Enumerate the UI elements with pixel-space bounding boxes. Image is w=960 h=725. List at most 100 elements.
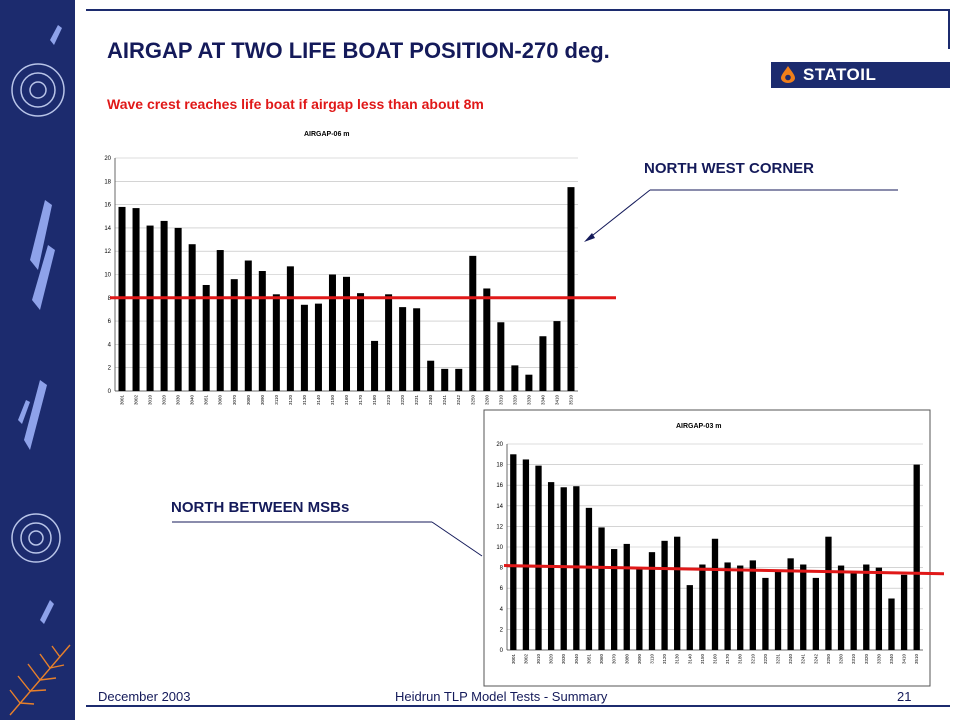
bar: [774, 570, 782, 650]
y-tick-label: 2: [500, 627, 504, 633]
bar: [913, 464, 920, 650]
bar: [483, 288, 491, 391]
x-tick-label: 3010: [148, 395, 153, 406]
bar: [272, 294, 280, 391]
bar: [441, 368, 449, 391]
bar: [553, 321, 561, 391]
frame-right-line: [948, 9, 950, 49]
bar: [623, 543, 630, 650]
bar: [174, 227, 182, 391]
x-tick-label: 3130: [302, 395, 307, 406]
x-tick-label: 3120: [288, 395, 293, 406]
bar: [900, 574, 908, 650]
slide-subtitle: Wave crest reaches life boat if airgap l…: [107, 96, 484, 112]
bar: [875, 567, 883, 650]
label-north-west-corner: NORTH WEST CORNER: [644, 160, 814, 177]
x-tick-label: 3040: [190, 395, 195, 406]
x-tick-label: 3510: [568, 395, 573, 406]
x-tick-label: 3002: [134, 395, 139, 406]
bar: [762, 577, 769, 650]
x-tick-label: 3020: [162, 395, 167, 406]
x-tick-label: 3051: [204, 395, 209, 406]
bar: [427, 360, 435, 391]
x-tick-label: 3030: [561, 654, 566, 665]
y-tick-label: 12: [496, 524, 503, 530]
nw-arrowhead-icon: [584, 233, 595, 242]
bar: [611, 549, 618, 650]
y-tick-label: 18: [104, 179, 111, 185]
x-tick-label: 3220: [763, 654, 768, 665]
y-tick-label: 0: [500, 648, 504, 654]
statoil-logo: STATOIL: [771, 62, 950, 88]
bar: [146, 225, 154, 391]
x-tick-label: 3242: [813, 654, 818, 665]
bar: [357, 293, 365, 391]
bar: [800, 564, 807, 650]
bar: [812, 577, 819, 650]
y-tick-label: 8: [500, 566, 504, 572]
bar: [674, 536, 681, 650]
bar: [749, 560, 756, 650]
x-tick-label: 3241: [442, 395, 447, 406]
x-tick-label: 3090: [637, 654, 642, 665]
x-tick-label: 3140: [687, 654, 692, 665]
bar: [585, 507, 593, 650]
bar: [258, 271, 266, 391]
x-tick-label: 3001: [120, 395, 125, 406]
x-tick-label: 3051: [586, 654, 591, 665]
x-tick-label: 3210: [386, 395, 391, 406]
bar: [525, 374, 533, 391]
x-tick-label: 3330: [876, 654, 881, 665]
x-tick-label: 3160: [344, 395, 349, 406]
x-tick-label: 3220: [400, 395, 405, 406]
x-tick-label: 3180: [372, 395, 377, 406]
x-tick-label: 3080: [624, 654, 629, 665]
bar: [216, 250, 224, 391]
x-tick-label: 3080: [246, 395, 251, 406]
logo-text: STATOIL: [803, 65, 877, 84]
x-tick-label: 3310: [851, 654, 856, 665]
y-tick-label: 10: [496, 545, 503, 551]
x-tick-label: 3250: [470, 395, 475, 406]
bar: [737, 565, 744, 650]
y-tick-label: 16: [496, 483, 503, 489]
x-tick-label: 3242: [456, 395, 461, 406]
x-tick-label: 3260: [484, 395, 489, 406]
x-tick-label: 3010: [536, 654, 541, 665]
x-tick-label: 3320: [864, 654, 869, 665]
y-tick-label: 4: [108, 342, 112, 348]
bar: [328, 274, 336, 391]
bar: [711, 538, 719, 650]
x-tick-label: 3130: [675, 654, 680, 665]
bar: [699, 564, 706, 650]
bar: [522, 459, 530, 650]
x-tick-label: 3001: [511, 654, 516, 665]
bar: [300, 304, 308, 391]
x-tick-label: 3170: [358, 395, 363, 406]
x-tick-label: 3260: [839, 654, 844, 665]
bar: [314, 303, 322, 391]
x-tick-label: 3070: [612, 654, 617, 665]
y-tick-label: 6: [500, 586, 504, 592]
y-tick-label: 6: [108, 319, 112, 325]
x-tick-label: 3150: [330, 395, 335, 406]
chart-title: AIRGAP-06 m: [304, 131, 350, 138]
bar: [511, 365, 519, 391]
x-tick-label: 3240: [428, 395, 433, 406]
frame-bottom-line: [86, 705, 950, 707]
x-tick-label: 3310: [498, 395, 503, 406]
bar: [661, 540, 668, 650]
bar: [686, 585, 693, 650]
y-tick-label: 20: [496, 442, 503, 448]
bar: [160, 220, 168, 391]
bar: [888, 598, 895, 650]
x-tick-label: 3030: [176, 395, 181, 406]
x-tick-label: 3410: [554, 395, 559, 406]
x-tick-label: 3210: [750, 654, 755, 665]
bar: [863, 564, 870, 650]
airgap-06-chart: AIRGAP-06 m 0 2 4 6 8 10 12 14 16 18 20 3001 3002 3010…: [104, 118, 616, 414]
bar: [413, 308, 421, 391]
bar: [567, 187, 575, 391]
x-tick-label: 3330: [526, 395, 531, 406]
y-tick-label: 20: [104, 156, 111, 162]
